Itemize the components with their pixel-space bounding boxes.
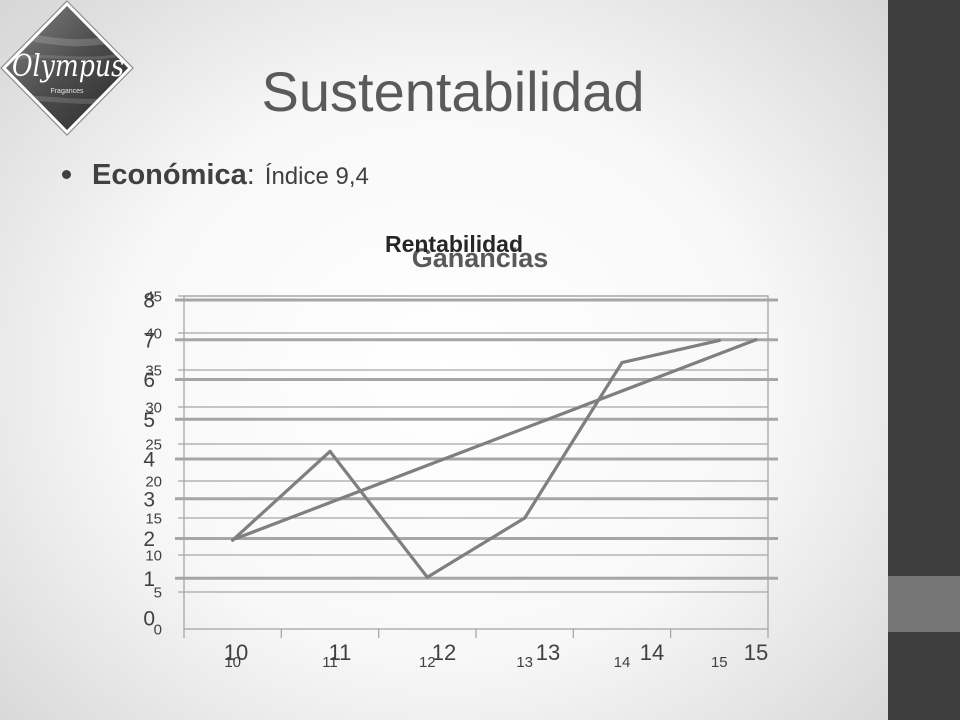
- bullet-separator: :: [246, 159, 255, 191]
- ganancias-data-point: [754, 338, 758, 342]
- ganancias-y-tick-label: 5: [143, 409, 155, 432]
- rentabilidad-y-tick-label: 20: [145, 473, 162, 490]
- rentabilidad-data-point: [523, 516, 527, 520]
- rentabilidad-x-tick-label: 14: [614, 654, 631, 671]
- rentabilidad-x-tick-label: 15: [711, 654, 728, 671]
- rentabilidad-y-tick-label: 0: [154, 621, 162, 638]
- logo-diamond: [6, 6, 128, 130]
- ganancias-y-tick-label: 7: [143, 329, 155, 352]
- ganancias-y-tick-label: 8: [143, 290, 155, 313]
- rentabilidad-y-tick-label: 40: [145, 325, 162, 342]
- ganancias-y-tick-label: 4: [143, 449, 155, 472]
- rentabilidad-series-line: [231, 338, 721, 579]
- logo-wordmark: Olympus: [12, 49, 124, 84]
- rentabilidad-data-point: [425, 575, 429, 579]
- ganancias-x-tick-label: 10: [224, 640, 248, 665]
- slide-background: [0, 0, 888, 720]
- ganancias-y-tick-label: 6: [143, 369, 155, 392]
- rentabilidad-y-tick-label: 5: [154, 584, 162, 601]
- rentabilidad-chart-title: Rentabilidad: [385, 231, 523, 257]
- rentabilidad-data-point: [717, 338, 721, 342]
- rentabilidad-y-tick-label: 25: [145, 436, 162, 453]
- line-charts: 1514131211104540353025201510501514131211…: [143, 231, 778, 671]
- ganancias-data-point: [442, 457, 446, 461]
- chart-grid-layer: [175, 295, 778, 638]
- chart-series-layer: [231, 338, 758, 579]
- rentabilidad-y-tick-label: 35: [145, 362, 162, 379]
- bullet-label: Económica: [92, 159, 247, 191]
- ganancias-y-tick-label: 3: [143, 488, 155, 511]
- sidebar-accent-block: [888, 576, 960, 632]
- slide-title: Sustentabilidad: [261, 60, 645, 123]
- ganancias-data-point: [338, 497, 342, 501]
- rentabilidad-data-point: [231, 538, 235, 542]
- ganancias-data-point: [546, 417, 550, 421]
- ganancias-y-tick-label: 2: [143, 528, 155, 551]
- ganancias-x-tick-label: 13: [536, 640, 560, 665]
- rentabilidad-x-tick-label: 10: [224, 654, 241, 671]
- right-sidebar-bar: [888, 0, 960, 720]
- ganancias-y-tick-label: 0: [143, 608, 155, 631]
- olympus-logo: Olympus Fragances: [0, 0, 134, 136]
- logo-tagline: Fragances: [50, 88, 84, 95]
- chart-labels-layer: 1514131211104540353025201510501514131211…: [143, 231, 768, 671]
- ganancias-data-point: [650, 377, 654, 382]
- ganancias-x-tick-label: 15: [744, 640, 768, 665]
- bullet-item: Económica : Índice 9,4: [92, 157, 369, 195]
- ganancias-chart-title: Ganancias: [412, 243, 549, 273]
- rentabilidad-x-tick-label: 12: [419, 654, 436, 671]
- bullet-dot-icon: [62, 170, 71, 179]
- ganancias-series-line: [234, 338, 758, 541]
- ganancias-x-tick-label: 14: [640, 640, 664, 665]
- bullet-text: Índice 9,4: [264, 163, 369, 190]
- rentabilidad-x-tick-label: 13: [516, 654, 533, 671]
- ganancias-x-tick-label: 12: [432, 640, 456, 665]
- rentabilidad-data-point: [328, 449, 332, 453]
- rentabilidad-y-tick-label: 30: [145, 399, 162, 416]
- rentabilidad-y-tick-label: 10: [145, 547, 162, 564]
- rentabilidad-data-point: [620, 361, 624, 365]
- ganancias-x-tick-label: 11: [329, 640, 352, 665]
- ganancias-y-tick-label: 1: [143, 568, 155, 591]
- rentabilidad-y-tick-label: 45: [145, 288, 162, 305]
- rentabilidad-y-tick-label: 15: [145, 510, 162, 527]
- rentabilidad-x-tick-label: 11: [322, 654, 338, 671]
